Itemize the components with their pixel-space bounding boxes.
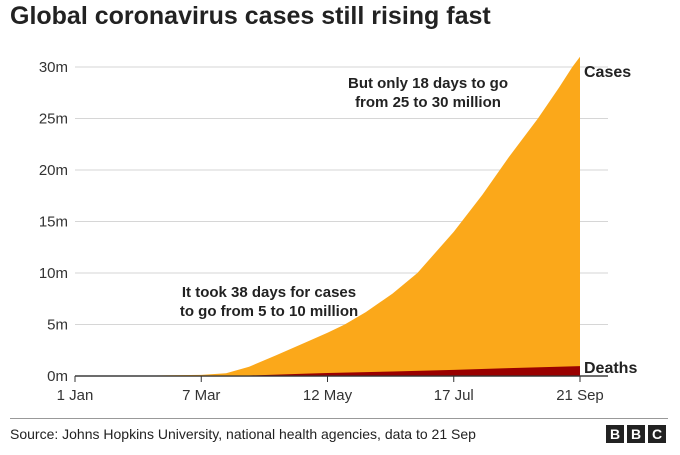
annotation-line: from 25 to 30 million (355, 94, 501, 111)
series-labels: Cases Deaths (584, 64, 637, 377)
annotation: But only 18 days to go from 25 to 30 mill… (348, 75, 508, 111)
annotation: It took 38 days for cases to go from 5 to… (180, 284, 358, 320)
y-tick-label: 25m (39, 111, 68, 128)
chart-title: Global coronavirus cases still rising fa… (10, 2, 491, 30)
annotation-line: But only 18 days to go (348, 75, 508, 92)
bbc-logo: B B C (606, 425, 666, 443)
y-axis-ticks: 0m 5m 10m 15m 20m 25m 30m (39, 59, 68, 385)
y-tick-label: 15m (39, 214, 68, 231)
y-tick-label: 30m (39, 59, 68, 76)
bbc-logo-letter: B (627, 425, 645, 443)
area-cases (75, 56, 580, 376)
y-tick-label: 0m (47, 368, 68, 385)
area-deaths (75, 366, 580, 376)
bbc-logo-letter: C (648, 425, 666, 443)
x-tick-label: 1 Jan (57, 387, 94, 404)
footer-divider (10, 418, 668, 419)
x-tick-label: 12 May (303, 387, 353, 404)
annotations: It took 38 days for cases to go from 5 to… (180, 75, 508, 320)
y-tick-label: 10m (39, 265, 68, 282)
annotation-line: to go from 5 to 10 million (180, 303, 358, 320)
series-areas (75, 56, 608, 377)
x-tick-label: 17 Jul (434, 387, 474, 404)
x-axis-ticks: 1 Jan 7 Mar 12 May 17 Jul 21 Sep (57, 376, 604, 404)
x-tick-label: 21 Sep (556, 387, 604, 404)
annotation-line: It took 38 days for cases (182, 284, 356, 301)
x-tick-label: 7 Mar (182, 387, 220, 404)
source-note: Source: Johns Hopkins University, nation… (10, 426, 476, 442)
bbc-logo-letter: B (606, 425, 624, 443)
series-label-deaths: Deaths (584, 360, 637, 377)
series-label-cases: Cases (584, 64, 631, 81)
y-tick-label: 5m (47, 317, 68, 334)
y-tick-label: 20m (39, 162, 68, 179)
